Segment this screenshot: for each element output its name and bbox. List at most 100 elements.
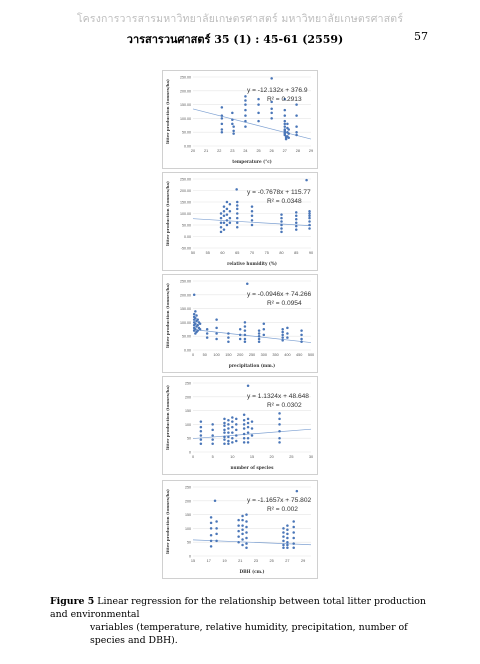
data-point [194,317,197,320]
x-tick-label: 15 [191,559,195,563]
x-tick-label: 300 [261,353,267,357]
data-point [280,223,283,227]
data-point [280,227,283,230]
data-point [227,340,230,343]
x-tick-label: 80 [279,251,283,255]
data-point [295,214,298,218]
data-point [278,412,281,415]
data-point [286,332,289,335]
y-tick-label: 50.00 [182,224,191,228]
data-point [223,435,226,439]
data-point [286,122,289,126]
data-point [236,212,239,215]
x-tick-label: 19 [222,559,226,563]
data-point [281,339,284,342]
r-squared: R² = 0.0954 [267,300,302,307]
data-point [244,95,247,98]
trend-line [192,539,312,546]
y-tick-label: 100 [185,423,191,427]
data-point [215,337,218,341]
data-point [242,436,246,440]
x-tick-label: 25 [256,149,260,153]
data-point [243,329,247,332]
data-point [286,546,289,549]
y-tick-label: 150.00 [180,307,191,311]
x-tick-label: 0 [192,353,194,357]
chart-number-of-species: 0 50 100 150 200 250 0 5 10 15 20 25 30 number of spe… [162,376,318,475]
data-point [199,434,203,437]
data-point [286,536,289,540]
data-point [192,293,196,297]
data-point [215,318,218,321]
y-tick-label: 150.00 [180,201,191,205]
data-point [198,322,202,326]
data-point [223,431,226,434]
data-point [283,108,287,112]
data-point [300,337,303,341]
data-point [278,441,281,444]
data-point [280,220,283,223]
regression-equation: y = -0.7678x + 115.77 [247,189,311,196]
x-tick-label: 50 [203,353,207,357]
data-point [244,119,247,123]
y-tick-label: 100.00 [180,117,191,121]
data-point [211,442,214,445]
data-point [243,333,247,337]
data-point [246,417,250,421]
data-point [242,432,246,436]
data-point [199,430,203,433]
data-point [194,310,197,313]
data-point [232,125,235,128]
data-point [220,117,224,120]
data-point [242,423,246,426]
data-point [237,540,240,544]
r-squared: R² = 0.002 [267,506,298,513]
x-tick-label: 50 [191,251,195,255]
data-point [236,216,239,220]
trend-line [192,329,312,343]
data-point [228,209,232,213]
data-point [308,209,311,213]
y-axis-label: litter production (tonnes/ha) [165,489,170,554]
y-axis-label: litter production (tonnes/ha) [165,79,170,144]
x-tick-label: 70 [250,251,254,255]
data-point [241,518,244,522]
data-point [262,322,266,326]
x-tick-label: 25 [270,559,274,563]
data-point [278,423,281,426]
data-point [308,214,311,218]
data-point [295,114,298,117]
chart-temperature: 0.00 50.00 100.00 150.00 200.00 250.00 20 21 22 2… [162,70,318,169]
y-tick-label: 200 [185,499,191,503]
x-tick-label: 21 [204,149,208,153]
data-point [242,441,246,444]
x-tick-label: 28 [296,149,300,153]
x-tick-label: 15 [250,455,254,459]
x-axis-label: DBH (cm.) [240,569,265,574]
data-point [245,546,248,549]
data-point [257,97,260,101]
data-point [215,539,218,543]
x-tick-label: 5 [212,455,214,459]
data-point [236,226,239,229]
data-point [243,337,247,341]
data-point [241,514,244,518]
data-point [236,204,239,207]
x-tick-label: 400 [284,353,290,357]
y-tick-label: 250.00 [180,76,191,80]
r-squared: R² = 0.2913 [267,96,302,103]
data-point [292,531,295,534]
x-axis-label: relative humidity (%) [227,261,277,266]
data-point [295,103,298,106]
data-point [231,431,234,434]
x-tick-label: 10 [230,455,234,459]
data-point [257,119,260,123]
data-point [257,334,261,338]
data-point [295,125,298,128]
data-point [209,527,213,530]
data-point [209,539,213,543]
chart-svg: -50.00 0.00 50.00 100.00 150.00 200.00 250.00 5… [165,178,313,267]
data-point [225,207,229,211]
data-point [262,328,266,331]
data-point [219,230,223,234]
